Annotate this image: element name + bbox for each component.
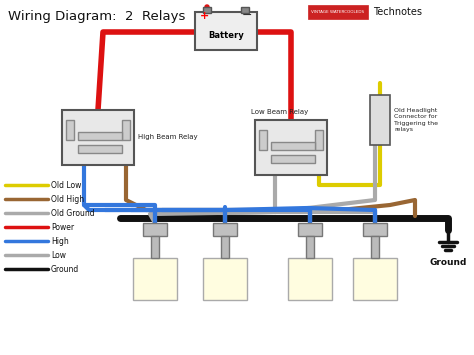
Text: −: −: [242, 9, 252, 22]
FancyBboxPatch shape: [370, 95, 390, 145]
Text: Low: Low: [51, 251, 66, 260]
FancyBboxPatch shape: [271, 155, 315, 163]
Text: Power: Power: [51, 223, 74, 231]
FancyBboxPatch shape: [371, 236, 379, 258]
FancyBboxPatch shape: [78, 145, 122, 153]
Text: Low Beam Relay: Low Beam Relay: [251, 109, 308, 115]
Text: Old Low: Old Low: [51, 180, 82, 190]
FancyBboxPatch shape: [203, 258, 247, 300]
FancyBboxPatch shape: [259, 130, 267, 150]
FancyBboxPatch shape: [255, 120, 327, 175]
FancyBboxPatch shape: [221, 236, 229, 258]
FancyBboxPatch shape: [213, 223, 237, 236]
FancyBboxPatch shape: [62, 110, 134, 165]
FancyBboxPatch shape: [143, 223, 167, 236]
FancyBboxPatch shape: [151, 236, 159, 258]
FancyBboxPatch shape: [203, 7, 211, 13]
Text: Ground: Ground: [51, 264, 79, 273]
Text: Wiring Diagram:  2  Relays: Wiring Diagram: 2 Relays: [8, 10, 185, 23]
Text: VINTAGE WATERCOOLEDS: VINTAGE WATERCOOLEDS: [311, 10, 365, 14]
FancyBboxPatch shape: [241, 7, 249, 13]
FancyBboxPatch shape: [78, 132, 122, 140]
FancyBboxPatch shape: [353, 258, 397, 300]
Text: High Beam Relay: High Beam Relay: [138, 135, 198, 141]
Text: High: High: [51, 236, 69, 246]
Text: Ground: Ground: [429, 258, 467, 267]
FancyBboxPatch shape: [271, 142, 315, 150]
Text: Old High: Old High: [51, 195, 84, 203]
FancyBboxPatch shape: [306, 236, 314, 258]
FancyBboxPatch shape: [122, 120, 130, 140]
FancyBboxPatch shape: [308, 5, 368, 19]
FancyBboxPatch shape: [298, 223, 322, 236]
FancyBboxPatch shape: [315, 130, 323, 150]
Text: +: +: [201, 11, 210, 21]
FancyBboxPatch shape: [195, 12, 257, 50]
Text: Old Headlight
Connector for
Triggering the
relays: Old Headlight Connector for Triggering t…: [394, 108, 438, 132]
FancyBboxPatch shape: [288, 258, 332, 300]
Text: Battery: Battery: [208, 31, 244, 39]
FancyBboxPatch shape: [133, 258, 177, 300]
Text: Technotes: Technotes: [373, 7, 422, 17]
FancyBboxPatch shape: [66, 120, 74, 140]
FancyBboxPatch shape: [363, 223, 387, 236]
Text: Old Ground: Old Ground: [51, 208, 95, 218]
